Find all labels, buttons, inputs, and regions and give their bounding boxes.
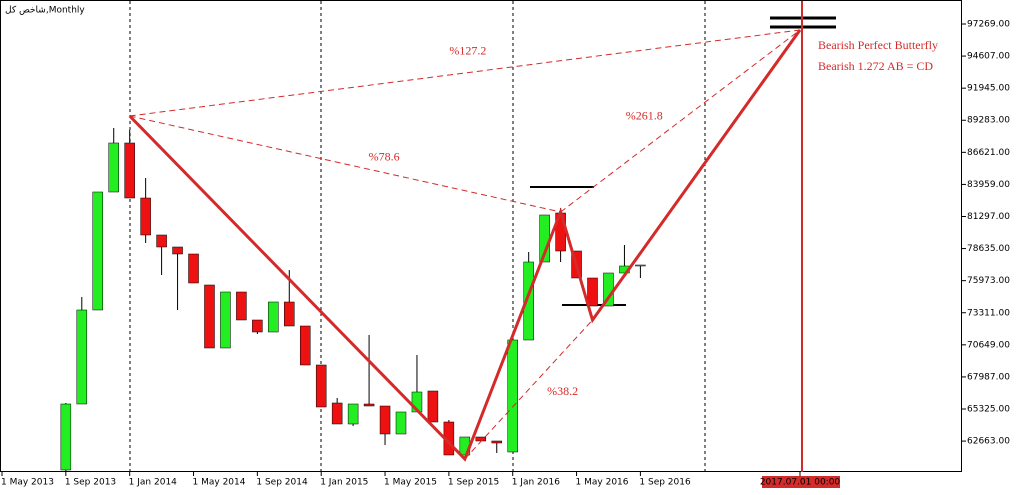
y-tick-label: 75973.00 xyxy=(967,276,1010,286)
ratio-label: %78.6 xyxy=(369,150,400,164)
x-tick-label: 1 Jan 2015 xyxy=(320,478,368,488)
chart-title: شاخص کل,Monthly xyxy=(5,6,85,16)
y-tick-label: 70649.00 xyxy=(967,340,1010,350)
y-tick-label: 97269.00 xyxy=(967,19,1010,29)
candle-body xyxy=(124,142,135,199)
note: Bearish Perfect Butterfly xyxy=(818,38,938,52)
candle-body xyxy=(523,261,534,341)
ratio-line xyxy=(464,319,593,460)
x-tick-label: 1 Sep 2015 xyxy=(448,478,499,488)
x-tick-label: 1 Sep 2013 xyxy=(65,478,116,488)
candle-body xyxy=(427,390,439,423)
time-label-box xyxy=(762,476,840,488)
x-tick-label: 1 May 2013 xyxy=(1,478,54,488)
candle-body xyxy=(347,403,359,425)
candle-body xyxy=(635,264,646,267)
candle-body xyxy=(60,403,72,471)
candle-body xyxy=(220,291,231,349)
x-tick-label: 1 Jan 2016 xyxy=(512,478,560,488)
candle-body xyxy=(268,301,279,333)
y-tick-label: 86621.00 xyxy=(967,148,1010,158)
y-tick-label: 89283.00 xyxy=(967,116,1010,126)
pattern-line xyxy=(128,29,802,462)
x-tick-label: 1 Sep 2014 xyxy=(256,478,308,488)
y-tick-label: 83959.00 xyxy=(967,180,1010,190)
y-tick-label: 62663.00 xyxy=(967,437,1010,447)
candle-body xyxy=(284,301,295,327)
ratio-line xyxy=(560,29,801,213)
candle-body xyxy=(204,284,215,349)
x-tick-label: 1 Sep 2016 xyxy=(639,478,691,488)
y-tick-label: 81297.00 xyxy=(967,212,1010,222)
ratio-line xyxy=(129,29,801,117)
candle-body xyxy=(379,405,391,435)
candle-body xyxy=(172,246,183,255)
ratio-label: %127.2 xyxy=(449,44,486,58)
candle-body xyxy=(587,277,598,307)
ratio-line xyxy=(129,115,561,213)
y-tick-label: 78635.00 xyxy=(967,244,1010,254)
y-tick-label: 65325.00 xyxy=(967,405,1010,415)
ratio-label: %261.8 xyxy=(626,109,663,123)
y-tick-label: 94607.00 xyxy=(967,52,1010,62)
note: Bearish 1.272 AB = CD xyxy=(818,59,933,73)
candle-body xyxy=(108,142,119,193)
candle-body xyxy=(331,402,343,425)
candle-body xyxy=(76,309,88,405)
candle-body xyxy=(315,364,327,408)
y-tick-label: 67987.00 xyxy=(967,372,1010,382)
candle-body xyxy=(299,325,311,366)
candle-body xyxy=(395,411,407,435)
x-tick-label: 1 May 2016 xyxy=(576,478,629,488)
candle-body xyxy=(188,253,199,284)
x-tick-label: 1 Jan 2014 xyxy=(129,478,177,488)
candle-body xyxy=(491,440,503,444)
candle-body xyxy=(363,403,375,407)
ratio-label: %38.2 xyxy=(547,384,578,398)
candle-body xyxy=(507,339,518,453)
candle-body xyxy=(140,197,151,236)
y-tick-label: 91945.00 xyxy=(967,84,1010,94)
candle-body xyxy=(92,191,104,311)
candle-body xyxy=(236,291,247,321)
candle-body xyxy=(475,436,487,442)
candle-body xyxy=(252,319,263,333)
x-tick-label: 1 May 2014 xyxy=(193,478,246,488)
x-tick-label: 2017.07.01 00:00 xyxy=(760,478,841,488)
x-tick-label: 1 May 2015 xyxy=(384,478,437,488)
candle-body xyxy=(156,234,167,248)
y-tick-label: 73311.00 xyxy=(967,308,1010,318)
